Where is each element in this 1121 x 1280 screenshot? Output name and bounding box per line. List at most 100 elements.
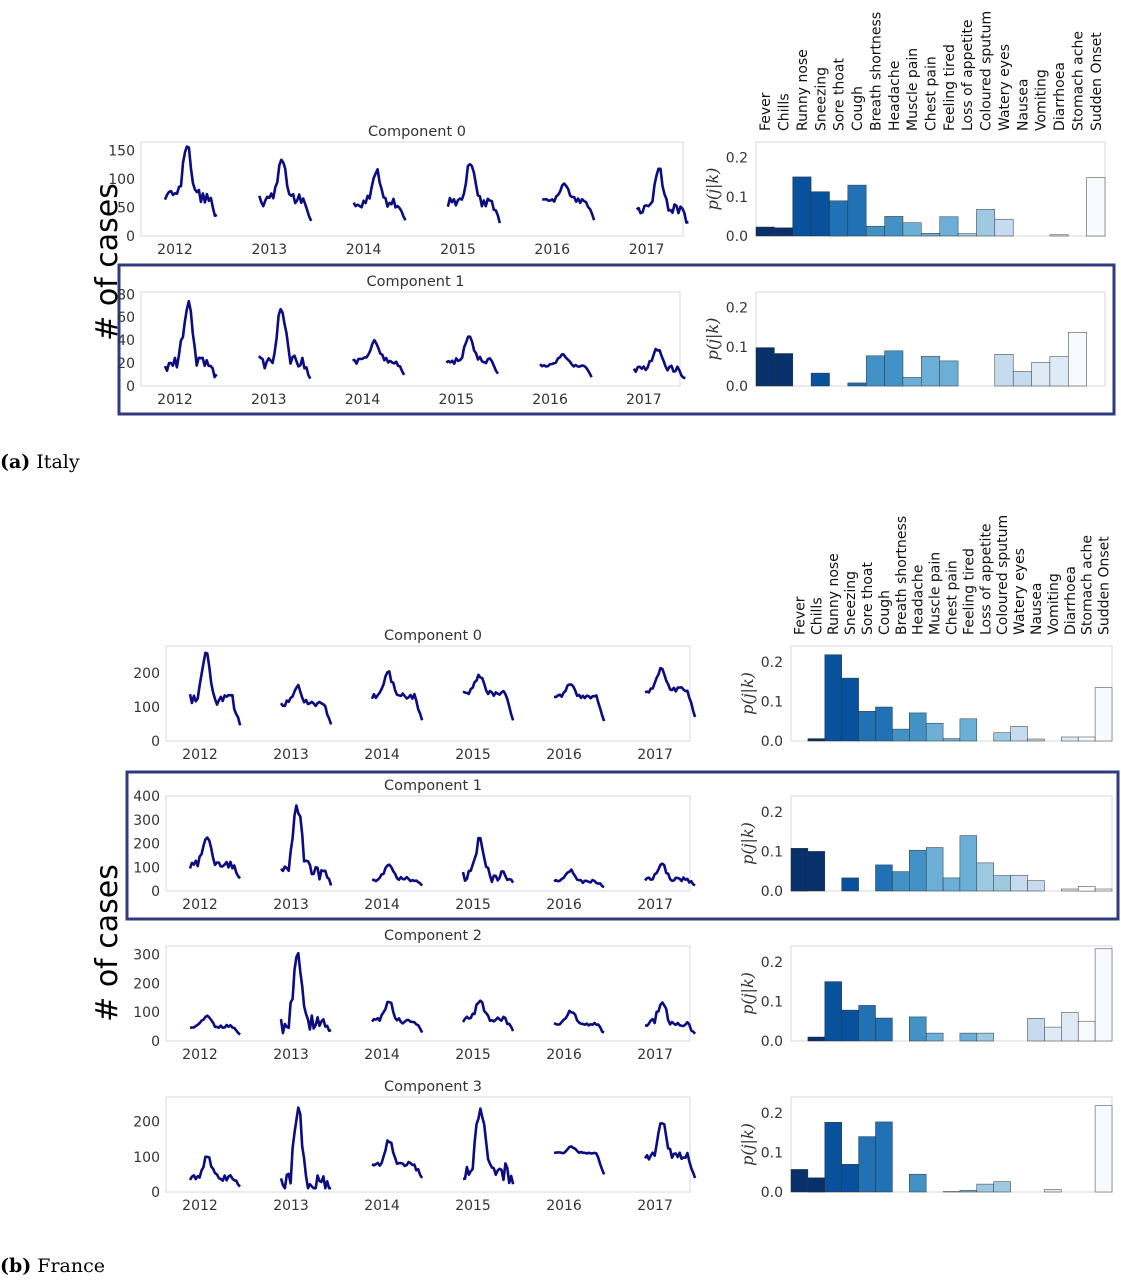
symptom-label: Chest pain	[945, 560, 961, 635]
bar-y-tick-label: 0.0	[726, 229, 748, 245]
bar-y-axis-label: p(j|k)	[738, 822, 757, 865]
season-series-line	[553, 1009, 605, 1034]
bar-diarrhoea	[1061, 1012, 1079, 1042]
line-y-tick-label: 0	[151, 884, 160, 900]
bar-sore-thoat	[829, 200, 849, 237]
bar-muscle-pain	[902, 222, 922, 237]
season-series-line	[188, 1155, 241, 1188]
bar-sore-thoat	[858, 1005, 876, 1042]
bar-chills	[807, 1036, 826, 1042]
bar-y-tick-label: 0.0	[761, 884, 783, 900]
bar-breath-shortness	[892, 871, 910, 892]
season-series-line	[542, 182, 596, 221]
line-y-tick-label: 200	[133, 837, 160, 853]
bar-loss-of-appetite	[976, 862, 994, 892]
symptom-label: Breath shortness	[868, 12, 884, 131]
line-x-tick-label: 2012	[157, 392, 193, 408]
season-series-line	[632, 347, 686, 380]
bar-sudden-onset	[1094, 888, 1113, 892]
symptom-label: Cough	[877, 590, 893, 635]
bar-breath-shortness	[892, 728, 910, 742]
bar-y-tick-label: 0.0	[726, 379, 748, 395]
bar-coloured-sputum	[976, 209, 996, 237]
bar-loss-of-appetite	[976, 1032, 994, 1042]
bar-plot-frame	[790, 795, 1113, 892]
symptom-label: Diarrhoea	[1063, 566, 1079, 635]
bar-sore-thoat	[858, 711, 876, 742]
season-series-line	[371, 1139, 424, 1179]
season-series-line	[445, 335, 499, 375]
bar-y-tick-label: 0.0	[761, 1185, 783, 1201]
season-series-line	[461, 836, 515, 884]
bar-cough	[847, 382, 867, 387]
season-series-line	[446, 162, 502, 224]
line-y-tick-label: 100	[133, 700, 160, 716]
symptom-label: Sore thoat	[832, 58, 848, 131]
season-series-line	[643, 1122, 697, 1179]
symptom-label: Headache	[911, 565, 927, 635]
bar-y-tick-label: 0.2	[761, 955, 783, 971]
season-series-line	[370, 1000, 424, 1034]
bar-feeling-tired	[959, 1032, 978, 1042]
bar-y-tick-label: 0.2	[761, 805, 783, 821]
bar-fever	[755, 347, 775, 387]
line-x-tick-label: 2016	[546, 1198, 582, 1214]
bar-diarrhoea	[1049, 356, 1069, 387]
line-x-tick-label: 2013	[273, 897, 309, 913]
bar-sore-thoat	[858, 1136, 876, 1193]
symptom-label: Coloured sputum	[979, 11, 995, 131]
bar-sudden-onset	[1086, 177, 1106, 237]
season-series-line	[352, 168, 407, 221]
line-x-tick-label: 2016	[532, 392, 568, 408]
bar-chest-pain	[942, 738, 961, 742]
highlight-box	[125, 770, 1120, 921]
bar-fever	[790, 848, 809, 892]
symptom-label: Vomiting	[1034, 69, 1050, 131]
bar-loss-of-appetite	[976, 1183, 994, 1193]
line-y-tick-label: 400	[133, 789, 160, 805]
line-plot-frame	[165, 645, 691, 742]
line-x-tick-label: 2014	[364, 1047, 400, 1063]
line-x-tick-label: 2016	[546, 897, 582, 913]
bar-sudden-onset	[1094, 687, 1113, 742]
symptom-label: Feeling tired	[942, 44, 958, 131]
bar-sneezing	[841, 877, 859, 892]
season-series-line	[644, 862, 696, 887]
line-x-tick-label: 2012	[182, 1047, 218, 1063]
symptom-label: Sudden Onset	[1089, 32, 1105, 131]
component-row: Component 1 0 20 40 60 80 2012 2013 2014 2015 2016…	[117, 274, 1106, 408]
bar-y-tick-label: 0.2	[726, 151, 748, 167]
component-title: Component 1	[384, 778, 482, 794]
symptom-label: Sneezing	[843, 571, 859, 635]
bar-breath-shortness	[865, 225, 885, 237]
bar-chest-pain	[921, 233, 940, 237]
bar-sneezing	[841, 1009, 859, 1042]
line-x-tick-label: 2015	[438, 392, 474, 408]
bar-cough	[875, 1017, 893, 1042]
line-x-tick-label: 2015	[455, 1198, 491, 1214]
bar-sudden-onset	[1094, 948, 1113, 1042]
bar-stomach-ache	[1077, 736, 1096, 742]
symptom-label: Headache	[887, 61, 903, 131]
bar-y-tick-label: 0.1	[761, 994, 783, 1010]
bar-y-axis-label: p(j|k)	[738, 672, 757, 715]
bar-y-tick-label: 0.1	[761, 694, 783, 710]
symptom-label: Fever	[758, 92, 774, 131]
bar-nausea	[1012, 371, 1032, 387]
symptom-label: Cough	[850, 86, 866, 131]
bar-y-tick-label: 0.2	[761, 1106, 783, 1122]
season-series-line	[189, 1014, 241, 1036]
bar-y-tick-label: 0.0	[761, 734, 783, 750]
symptom-label: Chest pain	[924, 56, 940, 131]
component-title: Component 0	[368, 124, 466, 140]
line-y-tick-label: 100	[108, 172, 135, 188]
season-series-line	[553, 868, 605, 889]
bar-nausea	[1027, 1018, 1045, 1042]
bar-y-tick-label: 0.1	[726, 340, 748, 356]
bar-sneezing	[810, 372, 830, 387]
line-x-tick-label: 2017	[637, 1047, 673, 1063]
line-x-tick-label: 2016	[546, 747, 582, 763]
caption-italy: (a) Italy	[0, 451, 80, 473]
highlight-box	[117, 263, 1116, 416]
